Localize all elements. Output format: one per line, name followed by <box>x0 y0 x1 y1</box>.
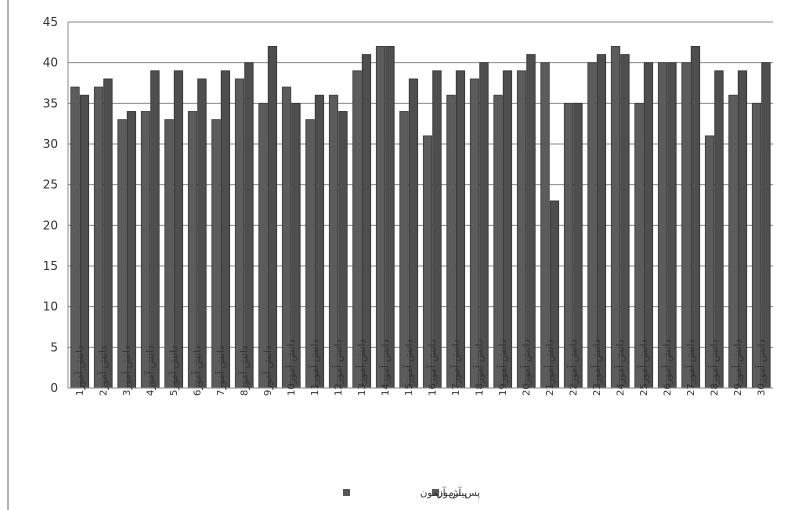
x-category-label: دانش آموز26 <box>660 339 673 396</box>
x-category-label: دانش آموز6 <box>190 346 203 396</box>
x-category-label: دانش آموز27 <box>684 339 697 396</box>
x-axis-labels: دانش آموز1 دانش آموز2 دانش آموز3 دانش آموز4… <box>73 339 768 396</box>
bar-post-test <box>526 54 536 389</box>
x-category-label: دانش آموز23 <box>590 339 603 396</box>
y-tick-label: 20 <box>43 218 58 232</box>
x-category-label: دانش آموز25 <box>637 339 650 396</box>
bar-post-test <box>596 54 607 389</box>
y-tick-label: 30 <box>43 137 58 151</box>
x-category-label: دانش آموز21 <box>543 339 556 396</box>
bar-post-test <box>385 46 395 389</box>
bar-post-test <box>150 70 160 389</box>
legend-label-post-test: پس آزمون <box>436 486 480 499</box>
x-category-label: دانش آموز28 <box>707 339 720 396</box>
y-tick-label: 40 <box>43 56 58 70</box>
x-category-label: دانش آموز11 <box>308 339 321 396</box>
bar-post-test <box>197 78 207 389</box>
x-category-label: دانش آموز18 <box>472 339 485 396</box>
bar-pre-test <box>375 46 386 389</box>
bar-post-test <box>79 94 90 389</box>
x-category-label: دانش آموز1 <box>73 346 86 396</box>
bar-post-test <box>220 70 231 389</box>
y-tick-label: 15 <box>43 259 58 273</box>
legend-swatch-post-test <box>343 489 350 496</box>
legend-label-pre-test: پیش آزمون <box>420 486 467 499</box>
bar-post-test <box>267 46 278 389</box>
x-category-label: دانش آموز13 <box>355 339 368 396</box>
y-axis-ticks: 0 5 10 15 20 25 30 35 40 45 <box>43 15 58 395</box>
x-category-label: دانش آموز14 <box>378 339 391 396</box>
x-category-label: دانش آموز2 <box>96 346 109 396</box>
x-category-label: دانش آموز22 <box>566 339 579 396</box>
y-tick-label: 25 <box>43 178 58 192</box>
x-category-label: دانش آموز24 <box>613 339 626 396</box>
x-category-label: دانش آموز4 <box>143 346 156 396</box>
bar-pre-test <box>234 78 245 389</box>
x-category-label: دانش آموز20 <box>519 339 532 396</box>
bar-pre-test <box>610 46 621 389</box>
x-category-label: دانش آموز3 <box>120 346 133 396</box>
y-tick-label: 5 <box>50 340 58 354</box>
bar-post-test <box>620 54 630 389</box>
legend-swatch-pre-test <box>432 489 439 496</box>
bars <box>70 46 771 389</box>
gridlines <box>68 21 773 348</box>
x-category-label: دانش آموز17 <box>449 339 462 396</box>
bar-pre-test <box>70 86 80 389</box>
y-tick-label: 0 <box>50 381 58 395</box>
y-tick-label: 10 <box>43 300 58 314</box>
bar-post-test <box>244 62 254 389</box>
x-category-label: دانش آموز10 <box>284 339 297 396</box>
x-category-label: دانش آموز8 <box>237 346 250 396</box>
bar-post-test <box>173 70 184 389</box>
x-category-label: دانش آموز16 <box>425 339 438 396</box>
bar-post-test <box>690 46 701 389</box>
bar-post-test <box>103 78 113 389</box>
x-category-label: دانش آموز30 <box>754 339 767 396</box>
bar-pre-test <box>93 86 104 389</box>
x-category-label: دانش آموز12 <box>331 339 344 396</box>
x-category-label: دانش آموز15 <box>402 339 415 396</box>
y-tick-label: 45 <box>43 15 58 29</box>
y-tick-label: 35 <box>43 96 58 110</box>
x-category-label: دانش آموز7 <box>214 346 227 396</box>
bar-post-test <box>361 54 372 389</box>
legend: پیش آزمون پس آزمون <box>343 486 480 499</box>
bar-pre-test <box>258 102 268 389</box>
x-category-label: دانش آموز29 <box>731 339 744 396</box>
x-category-label: دانش آموز19 <box>496 339 509 396</box>
x-category-label: دانش آموز9 <box>261 346 274 396</box>
x-category-label: دانش آموز5 <box>167 346 180 396</box>
